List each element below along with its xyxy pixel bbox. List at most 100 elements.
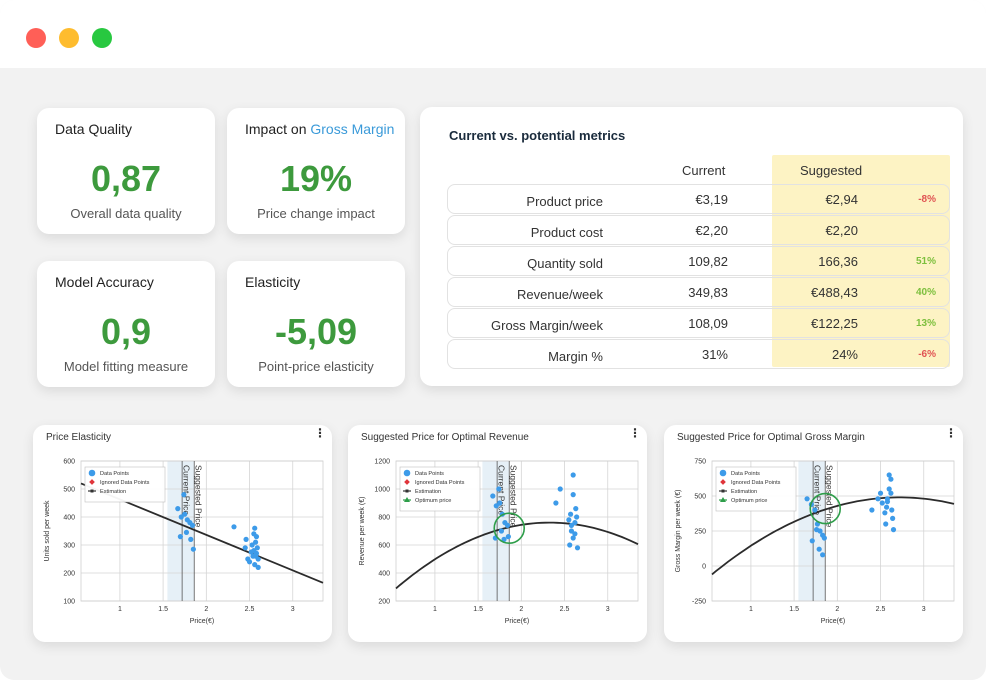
kpi-subtitle: Price change impact bbox=[257, 206, 375, 221]
metric-label: Revenue/week bbox=[517, 287, 603, 302]
x-tick-label: 2.5 bbox=[876, 606, 886, 613]
chart-title: Suggested Price for Optimal Gross Margin bbox=[677, 432, 865, 443]
column-header-current: Current bbox=[682, 163, 726, 178]
kpi-subtitle: Overall data quality bbox=[70, 206, 182, 221]
kpi-value: 0,87 bbox=[90, 158, 162, 199]
metrics-row: Gross Margin/week 108,09 €122,25 13% bbox=[447, 308, 950, 338]
legend-label: Estimation bbox=[731, 489, 757, 495]
data-point bbox=[231, 524, 237, 530]
data-point bbox=[252, 553, 259, 559]
data-point bbox=[821, 535, 827, 541]
legend-label: Ignored Data Points bbox=[415, 480, 465, 486]
metric-change-badge: -8% bbox=[918, 194, 936, 205]
data-point bbox=[879, 500, 885, 506]
data-point bbox=[566, 517, 572, 523]
metric-label: Product price bbox=[526, 194, 603, 209]
metric-change-badge: 13% bbox=[915, 318, 936, 329]
data-point bbox=[498, 528, 505, 534]
legend-label: Data Points bbox=[415, 471, 444, 477]
kpi-value: 0,9 bbox=[100, 311, 152, 352]
legend-box bbox=[399, 466, 481, 512]
data-point bbox=[252, 525, 258, 531]
metrics-row: Quantity sold 109,82 166,36 51% bbox=[447, 246, 950, 276]
plot-frame bbox=[395, 460, 639, 602]
metric-change-badge: 51% bbox=[915, 256, 936, 267]
data-point bbox=[816, 546, 822, 552]
metrics-row: Revenue/week 349,83 €488,43 40% bbox=[447, 277, 950, 307]
metric-change-badge: -6% bbox=[918, 349, 936, 360]
metric-suggested-value: 166,36 bbox=[818, 254, 858, 269]
metric-current-value: 108,09 bbox=[688, 316, 728, 331]
data-point bbox=[251, 531, 257, 537]
legend-box bbox=[715, 466, 797, 512]
data-point bbox=[809, 538, 815, 544]
y-tick-label: 0 bbox=[702, 564, 706, 571]
legend-optimum-marker bbox=[404, 497, 410, 502]
kpi-title: Elasticity bbox=[245, 274, 301, 290]
y-tick-label: -250 bbox=[692, 599, 706, 606]
x-tick-label: 2 bbox=[835, 606, 839, 613]
data-point bbox=[243, 536, 249, 542]
data-point bbox=[252, 562, 258, 568]
kpi-card-data-quality: Data Quality 0,87 Overall data quality bbox=[37, 108, 215, 234]
y-tick-label: 200 bbox=[378, 599, 390, 606]
estimation-curve bbox=[395, 521, 639, 590]
x-tick-label: 3 bbox=[291, 606, 295, 613]
maximize-window-button[interactable] bbox=[92, 28, 112, 48]
metric-suggested-value: €2,20 bbox=[825, 223, 858, 238]
metric-suggested-value: €122,25 bbox=[811, 316, 858, 331]
suggested-price-label: Suggested Price bbox=[825, 465, 835, 528]
metric-current-value: €2,20 bbox=[695, 223, 728, 238]
metric-suggested-value: €488,43 bbox=[811, 285, 858, 300]
metric-suggested-value: €2,94 bbox=[825, 192, 858, 207]
kpi-title: Model Accuracy bbox=[55, 274, 154, 290]
data-point bbox=[812, 507, 818, 513]
x-tick-label: 1 bbox=[749, 606, 753, 613]
legend-label: Estimation bbox=[415, 489, 441, 495]
plot-frame bbox=[711, 460, 955, 602]
legend-data-points-marker bbox=[88, 469, 96, 477]
y-tick-label: 250 bbox=[694, 529, 706, 536]
legend-estimation-marker bbox=[90, 489, 94, 493]
x-tick-label: 1 bbox=[433, 606, 437, 613]
x-tick-label: 3 bbox=[922, 606, 926, 613]
metric-current-value: 349,83 bbox=[688, 285, 728, 300]
y-axis-label: Units sold per week bbox=[44, 500, 51, 562]
optimum-marker bbox=[493, 512, 526, 544]
data-point bbox=[570, 492, 576, 498]
minimize-window-button[interactable] bbox=[59, 28, 79, 48]
window-titlebar bbox=[0, 0, 986, 68]
y-tick-label: 1200 bbox=[374, 459, 390, 466]
data-point bbox=[175, 506, 181, 512]
y-tick-label: 400 bbox=[63, 515, 75, 522]
data-point bbox=[877, 490, 884, 496]
metrics-title: Current vs. potential metrics bbox=[449, 128, 626, 143]
x-tick-label: 1.5 bbox=[789, 606, 799, 613]
legend-ignored-marker bbox=[720, 479, 726, 485]
legend-label: Optimum price bbox=[731, 498, 767, 504]
metric-current-value: 109,82 bbox=[688, 254, 728, 269]
data-point bbox=[181, 492, 187, 498]
y-tick-label: 600 bbox=[378, 543, 390, 550]
estimation-curve bbox=[711, 496, 955, 576]
data-point bbox=[189, 522, 196, 528]
data-point bbox=[177, 534, 183, 540]
y-tick-label: 200 bbox=[63, 571, 75, 578]
metric-label: Quantity sold bbox=[527, 256, 603, 271]
optimal-revenue-chart: 1 1.5 2 2.5 3 200 400 600 800 1000 1200 Current Pri… bbox=[359, 459, 639, 625]
x-tick-label: 2 bbox=[204, 606, 208, 613]
column-header-suggested: Suggested bbox=[800, 163, 863, 178]
metric-change-badge: 40% bbox=[915, 287, 936, 298]
close-window-button[interactable] bbox=[26, 28, 46, 48]
current-price-label: Current Price bbox=[182, 465, 192, 515]
data-point bbox=[567, 542, 573, 548]
y-tick-label: 400 bbox=[378, 571, 390, 578]
metric-label: Gross Margin/week bbox=[491, 318, 603, 333]
kpi-value: -5,09 bbox=[274, 311, 358, 352]
optimal-gross-margin-chart: 1 1.5 2 2.5 3 -250 0 250 500 750 Current Price Sugg… bbox=[675, 459, 955, 625]
data-point bbox=[490, 493, 496, 499]
data-point bbox=[496, 486, 502, 492]
data-point bbox=[567, 511, 574, 517]
data-point bbox=[505, 534, 511, 540]
data-point bbox=[890, 515, 896, 521]
